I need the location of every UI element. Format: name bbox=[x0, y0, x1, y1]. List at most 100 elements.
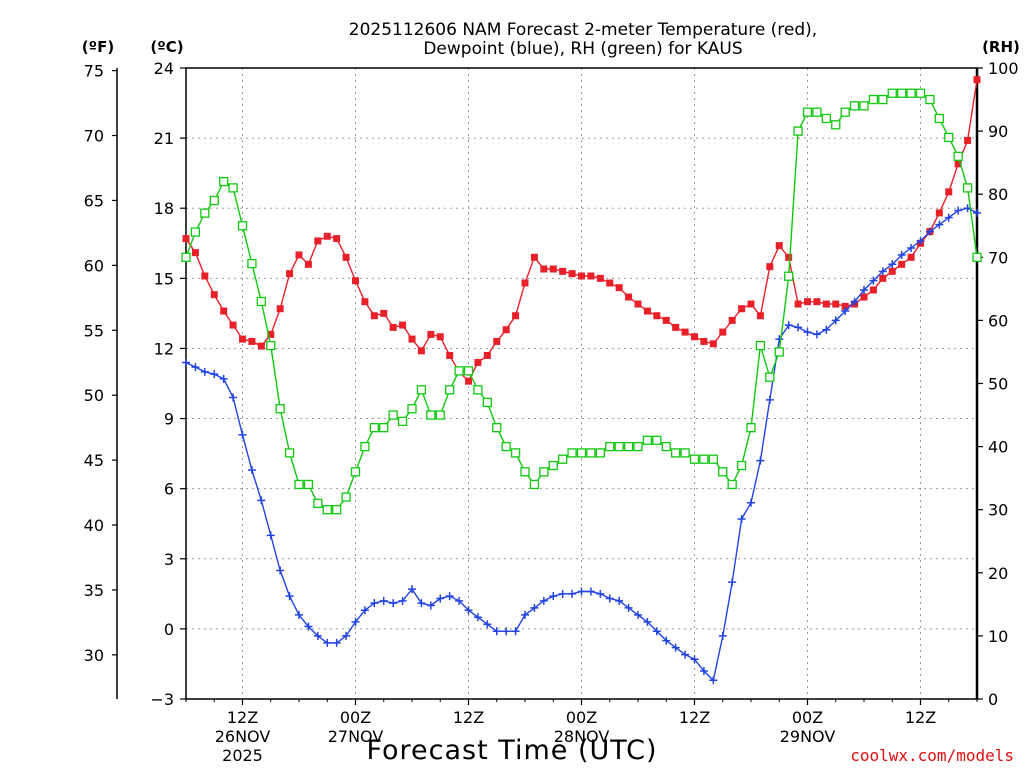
rh-point bbox=[379, 423, 389, 433]
temperature-point bbox=[512, 312, 520, 320]
celsius-tick-label: 21 bbox=[154, 129, 174, 148]
rh-point bbox=[520, 467, 530, 477]
fahrenheit-tick-label: 50 bbox=[84, 386, 104, 405]
dewpoint-point bbox=[624, 603, 633, 612]
temperature-point bbox=[342, 253, 350, 261]
rh-point bbox=[972, 252, 982, 262]
rh-point bbox=[746, 423, 756, 433]
temperature-point bbox=[888, 267, 896, 275]
rh-point bbox=[784, 271, 794, 281]
celsius-tick-label: 0 bbox=[164, 620, 174, 639]
temperature-point bbox=[907, 253, 915, 261]
dewpoint-point bbox=[549, 592, 558, 601]
dewpoint-point bbox=[313, 631, 322, 640]
temperature-point bbox=[615, 284, 623, 292]
x-tick-date-label: 29NOV bbox=[780, 727, 836, 746]
temperature-point bbox=[493, 337, 501, 345]
dewpoint-point bbox=[417, 599, 426, 608]
rh-point bbox=[962, 183, 973, 193]
temperature-point bbox=[738, 305, 746, 313]
source-credit: coolwx.com/models bbox=[850, 746, 1014, 765]
x-tick-time-label: 12Z bbox=[453, 708, 484, 727]
temperature-point bbox=[860, 293, 868, 301]
rh-point bbox=[831, 120, 841, 130]
rh-point bbox=[680, 448, 690, 458]
rh-point bbox=[793, 126, 803, 136]
temperature-point bbox=[474, 358, 482, 366]
temperature-point bbox=[408, 335, 416, 343]
temperature-point bbox=[417, 347, 425, 355]
rh-point bbox=[388, 410, 398, 420]
rh-point bbox=[708, 454, 718, 464]
temperature-point bbox=[756, 312, 764, 320]
fahrenheit-tick-label: 40 bbox=[84, 516, 104, 535]
chart-title-line1: 2025112606 NAM Forecast 2-meter Temperat… bbox=[349, 20, 817, 40]
rh-point bbox=[774, 347, 784, 357]
rh-tick-label: 50 bbox=[988, 375, 1008, 394]
rh-point bbox=[426, 410, 436, 420]
temperature-point bbox=[606, 279, 614, 287]
rh-point bbox=[623, 441, 634, 452]
fahrenheit-unit-label: (ºF) bbox=[82, 38, 114, 56]
temperature-point bbox=[813, 298, 821, 306]
dewpoint-point bbox=[822, 325, 831, 334]
rh-point bbox=[510, 448, 521, 458]
rh-point bbox=[765, 372, 775, 382]
dewpoint-point bbox=[878, 267, 887, 276]
rh-tick-label: 10 bbox=[988, 627, 1008, 646]
dewpoint-point bbox=[511, 627, 520, 636]
dewpoint-point bbox=[690, 655, 699, 664]
rh-point bbox=[915, 88, 926, 98]
dewpoint-point bbox=[266, 531, 275, 540]
rh-point bbox=[736, 460, 747, 471]
dewpoint-point bbox=[332, 638, 341, 647]
temperature-point bbox=[804, 298, 811, 306]
dewpoint-point bbox=[229, 393, 238, 402]
rh-point bbox=[190, 227, 201, 237]
temperature-point bbox=[323, 232, 331, 240]
rh-point bbox=[671, 448, 681, 458]
rh-point bbox=[802, 107, 813, 117]
celsius-tick-label: 3 bbox=[164, 550, 174, 569]
rh-point bbox=[944, 132, 954, 143]
dewpoint-point bbox=[426, 601, 435, 610]
rh-point bbox=[397, 416, 408, 427]
temperature-point bbox=[879, 274, 887, 282]
dewpoint-point bbox=[360, 606, 369, 615]
fahrenheit-tick-label: 30 bbox=[84, 646, 104, 665]
rh-tick-label: 60 bbox=[988, 311, 1008, 330]
dewpoint-point bbox=[342, 631, 351, 640]
series-layer bbox=[181, 76, 982, 685]
dewpoint-point bbox=[304, 622, 313, 631]
dewpoint-point bbox=[671, 643, 680, 652]
dewpoint-point bbox=[897, 250, 906, 259]
celsius-tick-label: 6 bbox=[164, 480, 174, 499]
temperature-point bbox=[201, 272, 209, 280]
temperature-point bbox=[794, 300, 802, 308]
dewpoint-point bbox=[210, 370, 219, 379]
dewpoint-point bbox=[973, 208, 981, 217]
dewpoint-point bbox=[464, 606, 473, 615]
rh-point bbox=[454, 366, 464, 376]
temperature-point bbox=[229, 321, 237, 329]
fahrenheit-tick-label: 70 bbox=[84, 127, 104, 146]
temperature-point bbox=[267, 330, 275, 338]
temperature-point bbox=[549, 265, 557, 273]
rh-point bbox=[303, 479, 314, 490]
rh-point bbox=[473, 385, 483, 395]
dewpoint-point bbox=[276, 566, 285, 575]
rh-tick-label: 90 bbox=[988, 122, 1008, 141]
dewpoint-point bbox=[841, 307, 850, 316]
temperature-point bbox=[672, 323, 680, 331]
dewpoint-point bbox=[408, 585, 416, 594]
rh-point bbox=[322, 505, 332, 515]
x-tick-date-label: 28NOV bbox=[554, 727, 610, 746]
dewpoint-point bbox=[483, 620, 492, 629]
rh-point bbox=[576, 448, 587, 458]
rh-point bbox=[567, 448, 577, 458]
x-tick-date-label: 27NOV bbox=[328, 727, 384, 746]
dewpoint-point bbox=[652, 627, 661, 636]
dewpoint-point bbox=[784, 321, 793, 330]
temperature-point bbox=[709, 340, 717, 348]
temperature-point bbox=[785, 253, 793, 261]
